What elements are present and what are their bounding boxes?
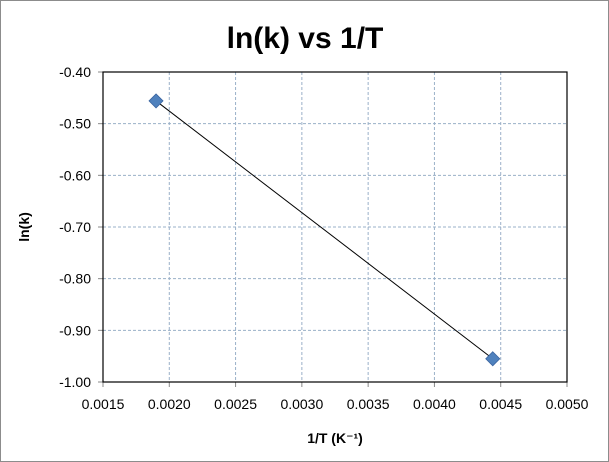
x-tick-label: 0.0050 (546, 396, 589, 412)
y-tick-label: -0.80 (59, 271, 91, 287)
x-tick-label: 0.0015 (82, 396, 125, 412)
x-tick-label: 0.0025 (214, 396, 257, 412)
x-tick-label: 0.0020 (148, 396, 191, 412)
x-tick-label: 0.0035 (347, 396, 390, 412)
tick-labels: 0.0015 0.0020 0.0025 0.0030 0.0035 0.0040 0.00… (59, 64, 589, 412)
series (148, 93, 501, 367)
data-point (148, 93, 164, 109)
y-tick-label: -0.60 (59, 167, 91, 183)
trendline (155, 100, 494, 360)
data-point (485, 351, 501, 367)
y-axis-label: ln(k) (16, 212, 32, 242)
x-tick-label: 0.0030 (280, 396, 323, 412)
plot-area (102, 71, 568, 383)
x-tick-label: 0.0040 (413, 396, 456, 412)
y-tick-label: -1.00 (59, 374, 91, 390)
y-tick-label: -0.90 (59, 322, 91, 338)
y-tick-label: -0.40 (59, 64, 91, 80)
y-tick-label: -0.50 (59, 116, 91, 132)
chart-title: ln(k) vs 1/T (227, 22, 384, 55)
x-tick-label: 0.0045 (479, 396, 522, 412)
x-axis-label: 1/T (K⁻¹) (307, 430, 363, 446)
gridlines (98, 71, 568, 387)
y-tick-label: -0.70 (59, 219, 91, 235)
